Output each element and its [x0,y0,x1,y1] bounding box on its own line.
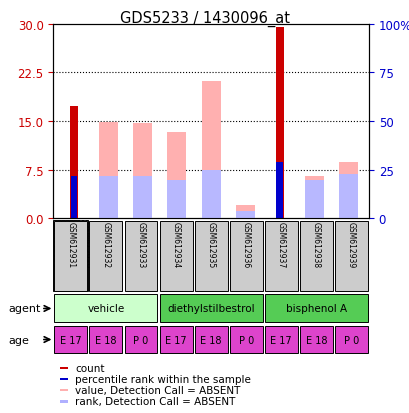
Text: E 18: E 18 [200,335,221,345]
Text: GSM612937: GSM612937 [74,222,83,268]
FancyBboxPatch shape [84,221,88,292]
Text: GSM612931: GSM612931 [66,221,75,267]
FancyBboxPatch shape [76,221,80,292]
FancyBboxPatch shape [334,221,367,291]
FancyBboxPatch shape [124,221,157,291]
FancyBboxPatch shape [69,221,72,292]
FancyBboxPatch shape [81,221,84,292]
FancyBboxPatch shape [299,326,332,354]
Text: GSM612939: GSM612939 [82,222,91,268]
Text: GDS5233 / 1430096_at: GDS5233 / 1430096_at [120,10,289,26]
FancyBboxPatch shape [59,389,68,391]
Text: E 18: E 18 [305,335,326,345]
Text: GSM612936: GSM612936 [70,222,79,268]
Text: GSM612938: GSM612938 [311,221,320,267]
FancyBboxPatch shape [229,326,262,354]
Bar [99,123,117,219]
Text: GSM612932: GSM612932 [54,222,63,268]
Text: value, Detection Call = ABSENT: value, Detection Call = ABSENT [75,385,240,395]
Text: GSM612937: GSM612937 [276,221,285,267]
Bar [275,28,283,219]
Text: GSM612934: GSM612934 [62,222,71,268]
Bar [338,175,357,219]
FancyBboxPatch shape [53,221,57,292]
FancyBboxPatch shape [65,221,69,292]
Text: count: count [75,363,105,373]
Bar [167,180,186,219]
Bar [236,206,254,219]
FancyBboxPatch shape [124,326,157,354]
Text: vehicle: vehicle [87,304,124,314]
FancyBboxPatch shape [54,295,157,323]
Bar [304,180,323,219]
FancyBboxPatch shape [264,295,367,323]
Text: GSM612936: GSM612936 [241,221,250,267]
Bar [133,124,152,219]
FancyBboxPatch shape [54,326,87,354]
Text: GSM612939: GSM612939 [346,221,355,267]
Text: GSM612931: GSM612931 [51,222,60,268]
Text: age: age [8,335,29,345]
Text: rank, Detection Call = ABSENT: rank, Detection Call = ABSENT [75,396,235,406]
Text: percentile rank within the sample: percentile rank within the sample [75,374,251,384]
Bar [167,133,186,219]
Text: P 0: P 0 [133,335,148,345]
Text: E 17: E 17 [165,335,187,345]
Bar [338,163,357,219]
Bar [236,211,254,219]
Text: bisphenol A: bisphenol A [285,304,346,314]
FancyBboxPatch shape [59,367,68,369]
Text: P 0: P 0 [238,335,253,345]
FancyBboxPatch shape [54,221,87,291]
FancyBboxPatch shape [264,221,297,291]
Bar [99,177,117,219]
Text: GSM612935: GSM612935 [66,222,75,268]
FancyBboxPatch shape [59,400,68,403]
FancyBboxPatch shape [194,326,227,354]
Text: P 0: P 0 [343,335,358,345]
Bar [276,163,282,219]
Text: GSM612932: GSM612932 [101,221,110,267]
Text: GSM612933: GSM612933 [136,221,145,267]
FancyBboxPatch shape [89,221,122,291]
FancyBboxPatch shape [264,326,297,354]
Text: GSM612934: GSM612934 [171,221,180,267]
FancyBboxPatch shape [57,221,61,292]
FancyBboxPatch shape [59,378,68,380]
FancyBboxPatch shape [299,221,332,291]
Bar [133,177,152,219]
Text: GSM612933: GSM612933 [58,222,67,268]
FancyBboxPatch shape [73,221,76,292]
Bar [201,171,220,219]
Text: E 18: E 18 [95,335,117,345]
FancyBboxPatch shape [159,326,192,354]
Text: GSM612935: GSM612935 [206,221,215,267]
Bar [201,82,220,219]
Bar [70,107,78,219]
FancyBboxPatch shape [159,295,262,323]
Bar [70,177,77,219]
Text: E 17: E 17 [60,335,81,345]
Text: GSM612938: GSM612938 [78,222,87,268]
FancyBboxPatch shape [89,326,122,354]
FancyBboxPatch shape [61,221,65,292]
Text: E 17: E 17 [270,335,291,345]
FancyBboxPatch shape [229,221,262,291]
Text: agent: agent [8,304,40,314]
Bar [304,176,323,219]
Text: diethylstilbestrol: diethylstilbestrol [167,304,254,314]
FancyBboxPatch shape [159,221,192,291]
FancyBboxPatch shape [194,221,227,291]
FancyBboxPatch shape [334,326,367,354]
